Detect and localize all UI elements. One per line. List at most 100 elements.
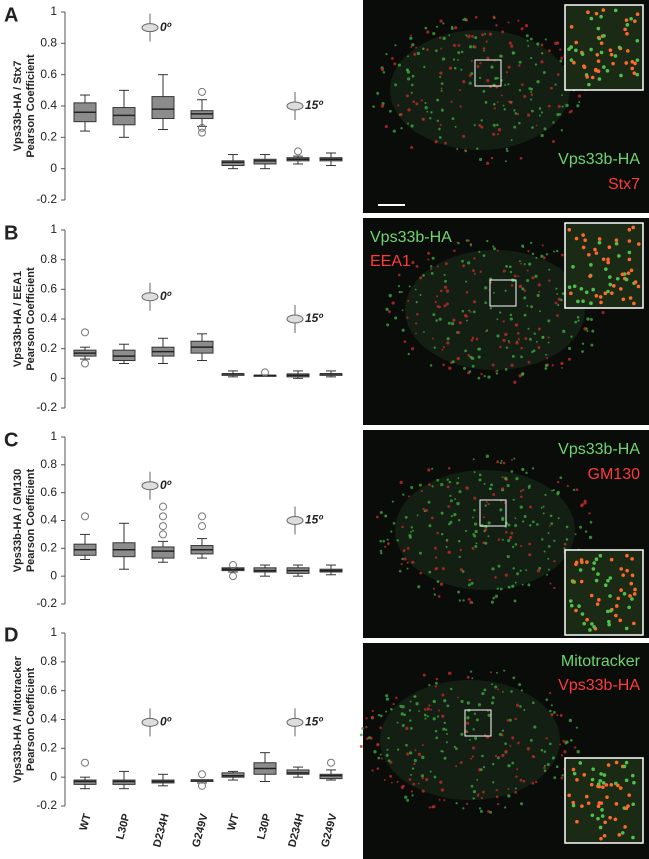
inset-dot (609, 783, 614, 787)
signal-dot (429, 364, 433, 367)
signal-dot (550, 522, 554, 525)
channel-label: GM130 (588, 466, 641, 483)
signal-dot (496, 249, 499, 252)
signal-dot (434, 556, 438, 559)
signal-dot (530, 93, 534, 96)
signal-dot (453, 249, 456, 253)
inset-dot (571, 803, 576, 808)
signal-dot (501, 476, 504, 479)
signal-dot (472, 269, 475, 273)
y-axis-label: Pearson Coefficient (25, 54, 37, 158)
signal-dot (519, 778, 523, 782)
signal-dot (401, 705, 405, 709)
inset-dot (632, 592, 637, 596)
signal-dot (523, 296, 527, 300)
signal-dot (468, 81, 472, 85)
y-axis-label: Vps33b-HA / EEA1 (12, 271, 24, 367)
signal-dot (367, 736, 371, 739)
inset-dot (628, 594, 632, 598)
inset-dot (603, 583, 608, 588)
signal-dot (531, 520, 535, 524)
signal-dot (473, 712, 477, 715)
inset-dot (627, 227, 632, 232)
signal-dot (531, 276, 535, 280)
rotation-icon (141, 717, 159, 727)
inset-dot (631, 225, 636, 230)
signal-dot (457, 477, 460, 479)
signal-dot (469, 310, 472, 313)
signal-dot (530, 305, 533, 309)
signal-dot (526, 304, 529, 307)
inset-dot (575, 819, 579, 824)
y-tick-label: 1 (50, 4, 57, 18)
signal-dot (531, 252, 535, 256)
signal-dot (423, 713, 427, 717)
signal-dot (431, 256, 435, 260)
signal-dot (584, 530, 588, 533)
signal-dot (496, 123, 499, 127)
signal-dot (420, 774, 424, 778)
signal-dot (413, 758, 417, 763)
signal-dot (459, 105, 462, 108)
inset (564, 757, 644, 844)
signal-dot (542, 512, 545, 515)
signal-dot (470, 60, 473, 63)
signal-dot (527, 327, 530, 330)
signal-dot (387, 737, 390, 740)
signal-dot (415, 300, 418, 304)
signal-dot (472, 797, 475, 800)
y-axis-label: Pearson Coefficient (25, 668, 37, 772)
signal-dot (496, 318, 499, 321)
inset-dot (591, 287, 595, 292)
signal-dot (370, 715, 375, 720)
annotation: 15º (305, 311, 323, 325)
signal-dot (489, 307, 493, 310)
inset-dot (606, 763, 611, 767)
signal-dot (434, 140, 438, 144)
signal-dot (372, 105, 375, 108)
inset-dot (596, 782, 601, 786)
signal-dot (359, 744, 363, 748)
inset-dot (605, 69, 610, 73)
signal-dot (462, 80, 466, 84)
signal-dot (406, 561, 409, 564)
signal-dot (507, 65, 511, 69)
signal-dot (438, 709, 441, 712)
y-tick-label: -0.2 (36, 798, 57, 812)
signal-dot (517, 275, 520, 278)
signal-dot (577, 94, 582, 98)
signal-dot (423, 510, 426, 513)
signal-dot (514, 517, 517, 520)
inset-dot (597, 240, 602, 245)
signal-dot (480, 372, 483, 376)
signal-dot (385, 52, 388, 56)
signal-dot (440, 511, 444, 515)
signal-dot (482, 89, 486, 93)
signal-dot (523, 515, 527, 519)
signal-dot (448, 66, 453, 70)
inset-dot (614, 241, 619, 246)
signal-dot (407, 108, 411, 112)
inset-dot (636, 284, 641, 289)
signal-dot (471, 601, 474, 604)
x-tick-label: D234H (151, 812, 171, 848)
signal-dot (538, 107, 542, 110)
signal-dot (475, 337, 479, 341)
signal-dot (504, 368, 508, 371)
inset-dot (603, 291, 608, 296)
signal-dot (541, 335, 545, 340)
signal-dot (581, 350, 584, 353)
signal-dot (407, 299, 410, 302)
signal-dot (452, 318, 456, 322)
signal-dot (504, 530, 508, 534)
signal-dot (441, 110, 444, 112)
signal-dot (477, 347, 482, 351)
signal-dot (457, 696, 459, 699)
signal-dot (523, 709, 526, 711)
signal-dot (494, 594, 499, 598)
signal-dot (495, 370, 498, 373)
signal-dot (510, 690, 513, 693)
signal-dot (569, 738, 573, 742)
signal-dot (527, 45, 530, 47)
signal-dot (494, 576, 497, 579)
